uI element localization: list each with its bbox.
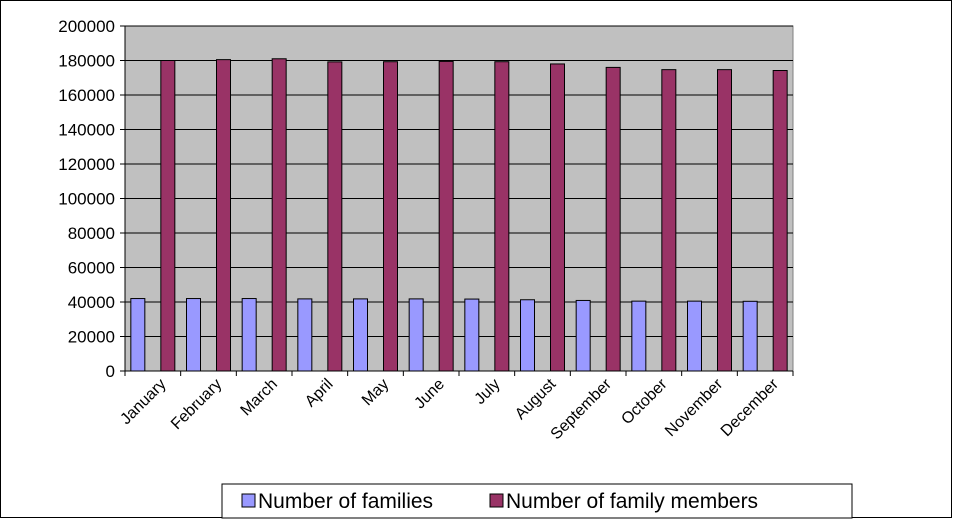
legend-item-families: Number of families bbox=[258, 490, 433, 513]
bar-families bbox=[186, 298, 201, 372]
legend-box bbox=[221, 483, 853, 519]
bar-families bbox=[742, 300, 758, 372]
y-tick-label: 140000 bbox=[58, 121, 115, 140]
bar-family-members bbox=[327, 61, 343, 372]
y-tick-label: 100000 bbox=[58, 190, 115, 209]
axes bbox=[120, 25, 794, 376]
bar-families bbox=[408, 298, 424, 372]
gridlines bbox=[125, 25, 793, 337]
bar-families bbox=[520, 299, 535, 372]
bar-families bbox=[297, 298, 313, 372]
bar-family-members bbox=[605, 66, 621, 372]
y-tick-label: 180000 bbox=[58, 52, 115, 71]
bar-families bbox=[575, 299, 591, 372]
bar-family-members bbox=[772, 70, 788, 372]
legend-swatch bbox=[241, 493, 256, 508]
y-axis-tick-labels: 0 20000 40000 60000 80000 100000 120000 140000 1… bbox=[58, 17, 115, 381]
y-tick-label: 40000 bbox=[68, 293, 115, 312]
bar-family-members bbox=[160, 60, 176, 372]
bar-family-members bbox=[717, 69, 732, 372]
y-tick-label: 60000 bbox=[68, 259, 115, 278]
bar-families bbox=[687, 300, 702, 372]
bar-family-members bbox=[550, 63, 565, 372]
y-tick-label: 120000 bbox=[58, 155, 115, 174]
bar-families bbox=[353, 298, 368, 372]
y-tick-label: 160000 bbox=[58, 86, 115, 105]
y-tick-label: 80000 bbox=[68, 224, 115, 243]
bar-families bbox=[631, 300, 647, 372]
legend-item-family-members: Number of family members bbox=[506, 490, 758, 513]
y-tick-label: 0 bbox=[106, 362, 115, 381]
bar-family-members bbox=[216, 59, 231, 372]
bar-family-members bbox=[661, 69, 677, 372]
bar-families bbox=[130, 298, 146, 372]
bar-family-members bbox=[383, 61, 398, 372]
bar-family-members bbox=[438, 60, 454, 372]
bar-family-members bbox=[271, 58, 287, 372]
y-tick-label: 20000 bbox=[68, 328, 115, 347]
bar-families bbox=[241, 298, 257, 372]
bars bbox=[130, 58, 788, 372]
legend-swatch bbox=[489, 493, 504, 508]
bar-families bbox=[464, 298, 480, 372]
bar-family-members bbox=[494, 61, 510, 372]
y-tick-label: 200000 bbox=[58, 17, 115, 36]
legend: Number of families Number of family membe… bbox=[221, 483, 853, 519]
